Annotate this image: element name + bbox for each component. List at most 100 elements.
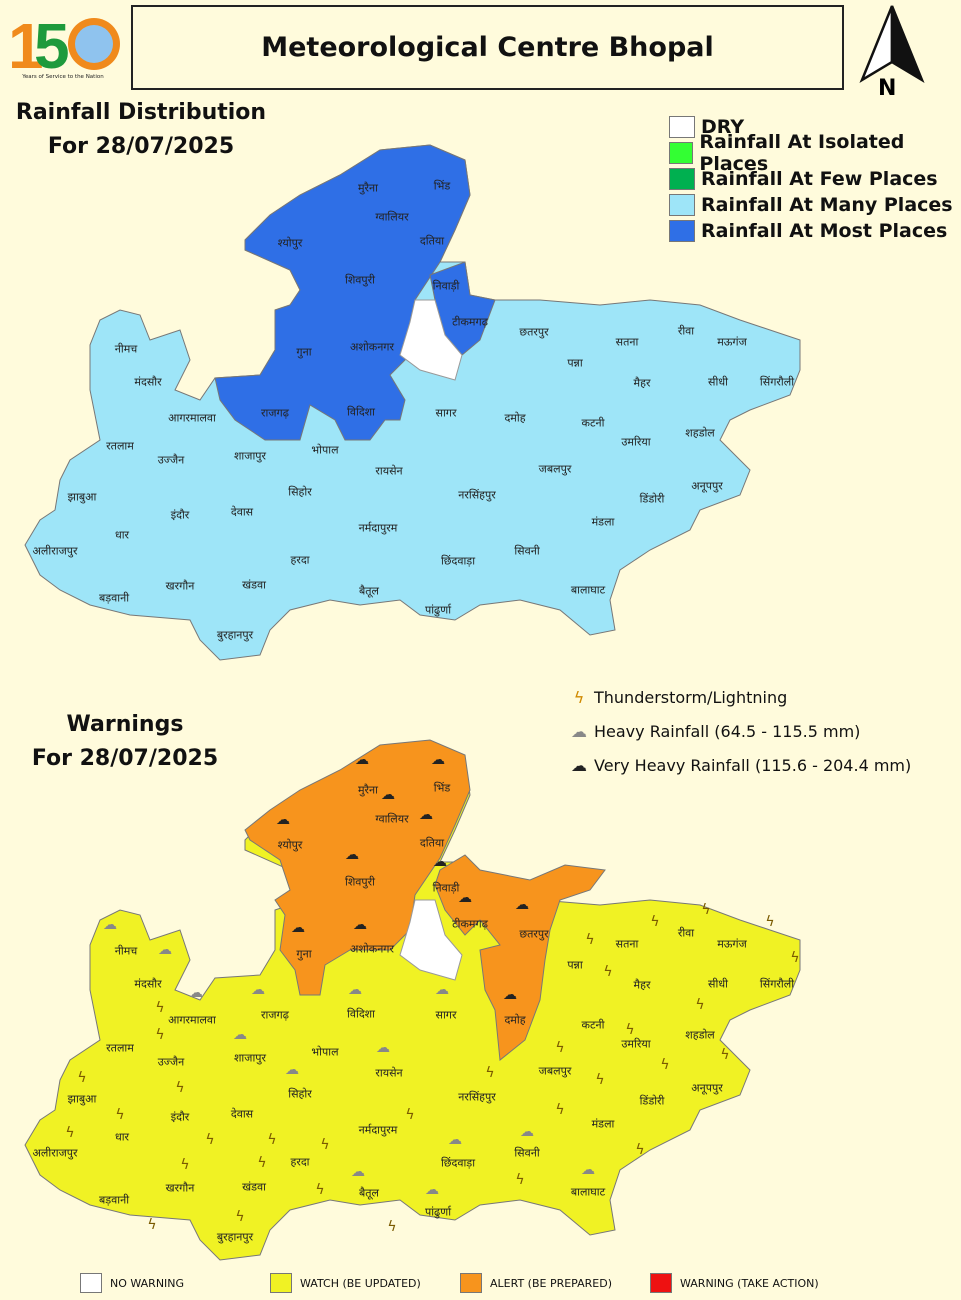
rain-cloud-grey-icon: ☁ [351,1164,365,1180]
swatch [650,1273,672,1293]
outside-state-gap [399,899,463,981]
district-label: खरगौन [165,1181,195,1195]
district-label: ग्वालियर [375,210,409,224]
legend-label: Rainfall At Isolated Places [699,131,905,175]
district-label: विदिशा [347,405,375,419]
rain-cloud-dark-icon: ☁ [419,807,433,823]
warning-title-line1: Warnings [66,712,184,737]
district-label: झाबुआ [67,490,97,504]
lightning-icon: ϟ [485,1065,495,1081]
lightning-icon: ϟ [555,1040,565,1056]
lightning-icon: ϟ [205,1132,215,1148]
rain-cloud-dark-icon: ☁ [431,752,445,768]
lightning-icon: ϟ [155,1000,165,1016]
rain-cloud-grey-icon: ☁ [251,982,265,998]
level-label: ALERT (BE PREPARED) [490,1276,612,1290]
north-label: N [878,76,897,101]
rainfall-legend: DRY Rainfall At Isolated Places Rainfall… [669,114,961,244]
legend-very-heavy-rain: ☁ Very Heavy Rainfall (115.6 - 204.4 mm) [570,748,911,782]
district-label: सिंगरौली [759,977,795,991]
district-label: अशोकनगर [350,340,394,354]
district-label: रीवा [677,926,695,940]
district-label: सिहोर [288,485,312,499]
rain-cloud-grey-icon: ☁ [376,1040,390,1056]
district-label: गुना [296,947,312,961]
legend-most: Rainfall At Most Places [669,218,961,244]
district-label: सागर [435,406,457,420]
district-label: निवाड़ी [432,881,460,895]
district-label: सतना [615,937,639,951]
district-label: सिहोर [288,1087,312,1101]
rain-cloud-grey-icon: ☁ [158,942,172,958]
lightning-icon: ϟ [77,1070,87,1086]
district-label: शाजापुर [233,449,267,463]
district-label: टीकमगढ़ [452,315,488,329]
legend-thunderstorm: ϟ Thunderstorm/Lightning [570,680,911,714]
district-label: रीवा [677,324,695,338]
warning-title-date: For 28/07/2025 [31,746,219,771]
district-label: नीमच [114,944,138,958]
rain-cloud-dark-icon: ☁ [345,847,359,863]
legend-label: Thunderstorm/Lightning [594,687,788,707]
district-label: नर्मदापुरम [358,521,398,535]
lightning-icon: ϟ [257,1155,267,1171]
rainfall-map-title: Rainfall Distribution For 28/07/2025 [0,96,282,164]
district-label: बालाघाट [570,583,606,597]
legend-heavy-rain: ☁ Heavy Rainfall (64.5 - 115.5 mm) [570,714,911,748]
svg-text:Years of Service to the Nation: Years of Service to the Nation [21,74,104,80]
district-label: मैहर [633,978,651,992]
region-alert-north [244,739,471,996]
rain-cloud-dark-icon: ☁ [355,752,369,768]
legend-few: Rainfall At Few Places [669,166,961,192]
district-label: भिंड [433,781,451,795]
region-rainfall-most-places-north [214,144,471,441]
district-label: खंडवा [242,578,266,592]
imd-150-years-logo: 1 5 Years of Service to the Nation [6,6,121,96]
district-label: दतिया [419,234,445,248]
rainfall-title-line1: Rainfall Distribution [15,100,267,125]
district-label: पांढुर्णा [424,1205,452,1219]
district-label: उमरिया [621,1037,651,1051]
lightning-icon: ϟ [315,1182,325,1198]
rain-cloud-dark-icon: ☁ [433,854,447,870]
legend-label: Rainfall At Few Places [701,168,938,190]
region-rainfall-many-places [24,144,801,661]
district-label: शहडोल [685,1028,715,1042]
district-label: राजगढ़ [261,406,289,420]
lightning-icon: ϟ [147,1217,157,1233]
district-label: सिवनी [514,544,540,558]
district-label: सीधी [708,375,728,389]
district-label: मुरैना [357,783,379,797]
lightning-icon: ϟ [180,1157,190,1173]
warning-level-legend: NO WARNING WATCH (BE UPDATED) ALERT (BE … [80,1273,840,1293]
district-label: बड़वानी [98,1193,130,1207]
district-label: दतिया [419,836,445,850]
rain-cloud-dark-icon: ☁ [458,890,472,906]
lightning-icon: ϟ [175,1080,185,1096]
district-label: छतरपुर [519,325,549,339]
level-label: WATCH (BE UPDATED) [300,1276,421,1290]
swatch [669,220,695,242]
level-watch: WATCH (BE UPDATED) [270,1273,460,1293]
lightning-icon: ϟ [235,1209,245,1225]
lightning-icon: ϟ [573,687,585,707]
district-label: डिंडोरी [639,492,665,506]
district-label: बुरहानपुर [216,1230,254,1244]
district-label: छतरपुर [519,927,549,941]
rainfall-title-date: For 28/07/2025 [47,134,235,159]
lightning-icon: ϟ [790,950,800,966]
district-label: सीधी [708,977,728,991]
district-label: मंदसौर [134,977,162,991]
district-label: जबलपुर [538,462,572,476]
rain-cloud-dark-icon: ☁ [353,917,367,933]
district-label: देवास [230,505,254,519]
district-label: मंडला [591,1117,615,1131]
district-label: बैतूल [358,1186,380,1200]
swatch [270,1273,292,1293]
district-label: अलीराजपुर [32,544,78,558]
lightning-icon: ϟ [65,1125,75,1141]
level-no-warning: NO WARNING [80,1273,270,1293]
district-label: श्योपुर [277,838,303,852]
warnings-map [24,739,801,1261]
district-label: धार [114,1130,130,1144]
